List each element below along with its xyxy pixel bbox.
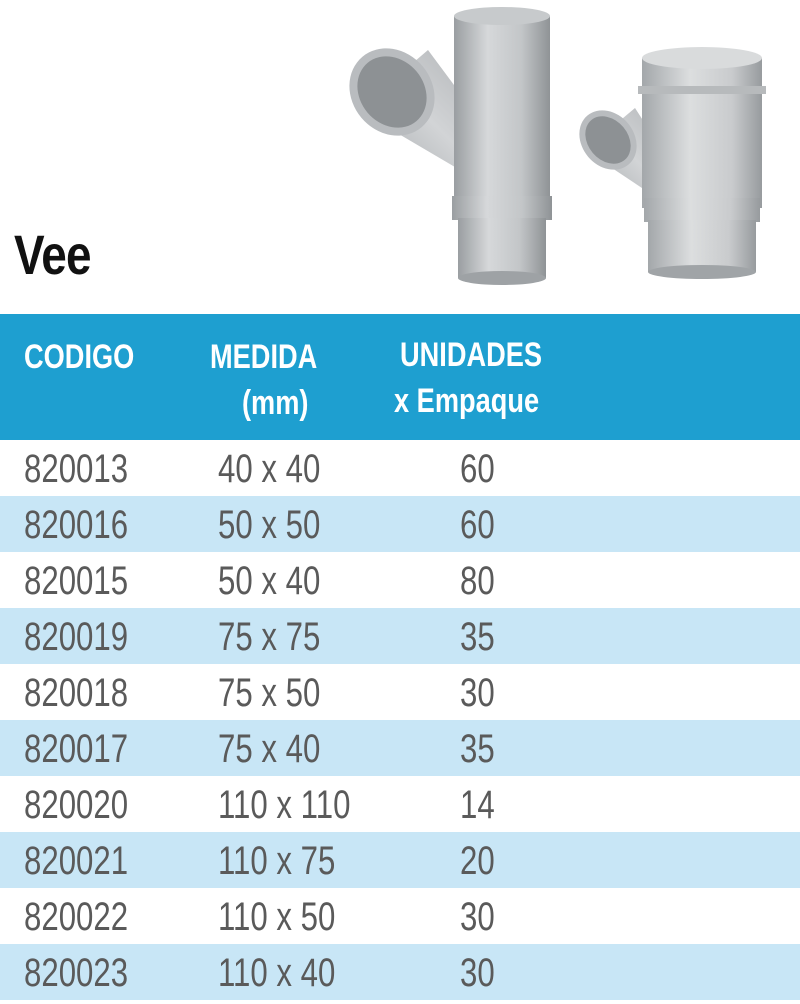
cell-medida: 110 x 110 <box>218 783 351 827</box>
product-images-svg <box>349 7 766 285</box>
header-unidades-empaque: x Empaque <box>394 382 540 420</box>
cell-medida: 110 x 50 <box>218 895 336 939</box>
cell-unidades: 80 <box>460 559 495 603</box>
header-medida-unit: (mm) <box>242 384 309 422</box>
header-medida: MEDIDA <box>210 338 318 376</box>
table-row: 820015 50 x 40 80 <box>0 552 800 608</box>
cell-medida: 75 x 75 <box>218 615 321 659</box>
cell-medida: 50 x 50 <box>218 503 321 547</box>
cell-unidades: 35 <box>460 727 495 771</box>
cell-unidades: 30 <box>460 671 495 715</box>
cell-codigo: 820016 <box>24 503 129 547</box>
cell-medida: 50 x 40 <box>218 559 321 603</box>
cell-codigo: 820013 <box>24 447 129 491</box>
cell-unidades: 35 <box>460 615 495 659</box>
cell-unidades: 20 <box>460 839 495 883</box>
cell-codigo: 820023 <box>24 951 129 995</box>
cell-codigo: 820019 <box>24 615 129 659</box>
table-header: CODIGO MEDIDA (mm) UNIDADES x Empaque <box>0 314 800 440</box>
cell-medida: 75 x 40 <box>218 727 321 771</box>
cell-codigo: 820018 <box>24 671 129 715</box>
cell-unidades: 60 <box>460 503 495 547</box>
cell-unidades: 30 <box>460 951 495 995</box>
table-row: 820013 40 x 40 60 <box>0 440 800 496</box>
vee-fitting-reduced-image <box>579 47 766 279</box>
table-row: 820016 50 x 50 60 <box>0 496 800 552</box>
cell-codigo: 820020 <box>24 783 129 827</box>
table-row: 820021 110 x 75 20 <box>0 832 800 888</box>
cell-medida: 40 x 40 <box>218 447 321 491</box>
table-body: 820013 40 x 40 60 820016 50 x 50 60 820015 50 x… <box>0 440 800 1000</box>
cell-codigo: 820017 <box>24 727 129 771</box>
table-row: 820022 110 x 50 30 <box>0 888 800 944</box>
table-row: 820020 110 x 110 14 <box>0 776 800 832</box>
product-images <box>330 0 780 290</box>
cell-medida: 110 x 40 <box>218 951 336 995</box>
vee-fitting-equal-image <box>349 7 552 285</box>
cell-codigo: 820022 <box>24 895 129 939</box>
cell-unidades: 14 <box>460 783 495 827</box>
page-title: Vee <box>14 223 92 286</box>
table-row: 820023 110 x 40 30 <box>0 944 800 1000</box>
cell-unidades: 30 <box>460 895 495 939</box>
table-row: 820017 75 x 40 35 <box>0 720 800 776</box>
table-row: 820019 75 x 75 35 <box>0 608 800 664</box>
cell-medida: 110 x 75 <box>218 839 336 883</box>
header-codigo: CODIGO <box>24 338 135 376</box>
cell-medida: 75 x 50 <box>218 671 321 715</box>
cell-codigo: 820015 <box>24 559 129 603</box>
product-table: CODIGO MEDIDA (mm) UNIDADES x Empaque 82… <box>0 314 800 1000</box>
cell-codigo: 820021 <box>24 839 129 883</box>
cell-unidades: 60 <box>460 447 495 491</box>
table-row: 820018 75 x 50 30 <box>0 664 800 720</box>
header-unidades: UNIDADES <box>400 336 543 374</box>
